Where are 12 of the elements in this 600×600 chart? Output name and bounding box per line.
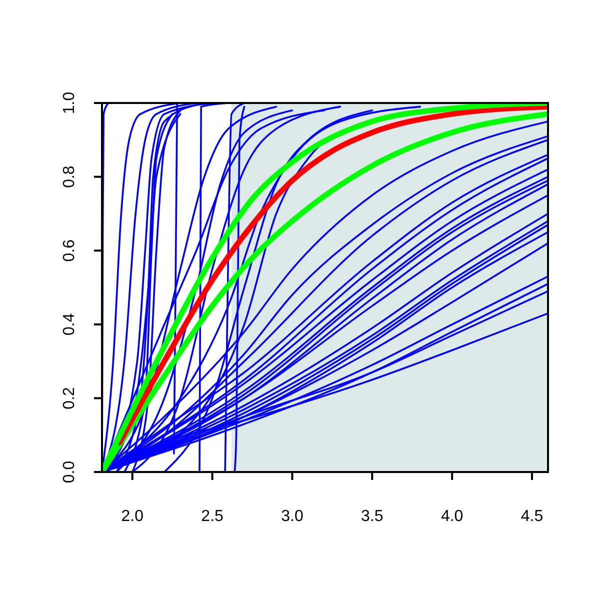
y-tick-label: 0.0 bbox=[61, 460, 78, 484]
y-tick-label: 0.4 bbox=[61, 313, 78, 336]
x-tick-label: 2.5 bbox=[201, 508, 224, 525]
x-tick-label: 4.5 bbox=[520, 508, 544, 525]
y-tick-label: 0.6 bbox=[61, 239, 78, 262]
y-tick-label: 0.2 bbox=[61, 386, 78, 410]
y-tick-label: 0.8 bbox=[61, 166, 78, 188]
x-tick-label: 3.5 bbox=[361, 508, 384, 525]
x-tick-label: 2.0 bbox=[121, 508, 144, 525]
x-tick-label: 3.0 bbox=[281, 508, 304, 525]
y-tick-label: 1.0 bbox=[61, 92, 78, 114]
x-tick-label: 4.0 bbox=[440, 508, 464, 525]
